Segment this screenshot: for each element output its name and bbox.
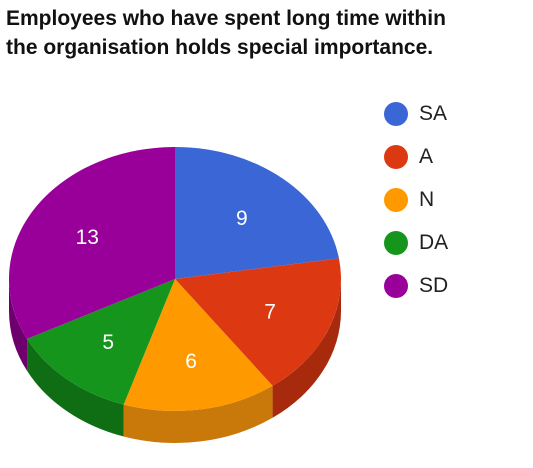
chart-title: Employees who have spent long time withi… [6,4,531,62]
slice-a [175,258,341,386]
data-label-n: 6 [185,350,197,373]
chart-title-line-2: the organisation holds special importanc… [6,36,434,59]
slice-side-a [272,279,341,418]
data-label-a: 7 [264,300,276,323]
legend-item-sa: SA [384,92,448,135]
data-label-sa: 9 [236,207,248,230]
slice-side-sd [9,279,28,371]
legend-label-da: DA [419,230,449,254]
slice-side-n [123,385,273,443]
legend-swatch-sa [384,101,408,126]
legend-swatch-da [384,230,408,255]
slice-da [27,279,176,405]
legend-swatch-n [384,187,408,212]
legend-label-a: A [419,144,434,168]
legend-swatch-sd [384,273,408,298]
legend-item-n: N [384,178,448,221]
legend-label-sd: SD [419,273,449,297]
slice-n [123,279,273,411]
chart-title-line-1: Employees who have spent long time withi… [6,7,446,30]
legend-item-da: DA [384,221,448,264]
legend-label-n: N [419,187,435,211]
legend-item-a: A [384,135,448,178]
legend: SA A N DA SD [384,92,448,307]
data-label-sd: 13 [76,226,99,249]
legend-label-sa: SA [419,101,448,125]
legend-swatch-a [384,144,408,169]
legend-item-sd: SD [384,264,448,307]
data-label-da: 5 [102,331,114,354]
slice-sd [9,147,176,339]
slice-sa [175,147,339,279]
slice-side-da [27,338,124,437]
